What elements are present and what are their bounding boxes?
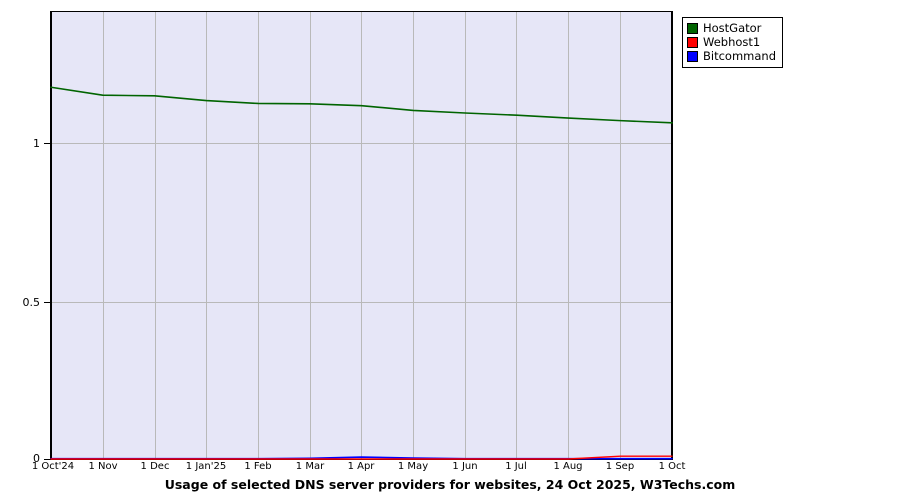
gridline-x-5 bbox=[310, 11, 311, 459]
legend-label-hostgator: HostGator bbox=[703, 20, 762, 35]
legend-swatch-icon-bitcommand bbox=[687, 50, 698, 62]
y-tick-label-1: 1 bbox=[33, 137, 40, 150]
legend: HostGator Webhost1 Bitcommand bbox=[682, 17, 783, 68]
x-tick-label-5: 1 Mar bbox=[295, 461, 325, 472]
legend-item-webhost1[interactable]: Webhost1 bbox=[687, 35, 776, 49]
y-axis-line bbox=[50, 11, 52, 460]
x-tick-label-6: 1 Apr bbox=[347, 461, 375, 472]
gridline-x-4 bbox=[258, 11, 259, 459]
x-tick-label-7: 1 May bbox=[397, 461, 429, 472]
x-tick-label-9: 1 Jul bbox=[505, 461, 527, 472]
legend-label-bitcommand: Bitcommand bbox=[703, 48, 776, 63]
legend-swatch-icon-webhost1 bbox=[687, 36, 698, 48]
x-tick-label-2: 1 Dec bbox=[140, 461, 170, 472]
chart-caption: Usage of selected DNS server providers f… bbox=[164, 477, 736, 492]
x-tick-label-1: 1 Nov bbox=[88, 461, 118, 472]
series-plot-layer bbox=[50, 86, 673, 460]
gridline-x-10 bbox=[568, 11, 569, 459]
y-tick-mark-0-5 bbox=[44, 302, 52, 303]
x-tick-label-4: 1 Feb bbox=[244, 461, 272, 472]
x-tick-label-10: 1 Aug bbox=[553, 461, 583, 472]
gridline-x-7 bbox=[413, 11, 414, 459]
plot-right-border bbox=[671, 11, 673, 460]
series-hostgator bbox=[50, 86, 673, 124]
gridline-x-9 bbox=[516, 11, 517, 459]
gridline-x-2 bbox=[155, 11, 156, 459]
gridline-x-11 bbox=[620, 11, 621, 459]
legend-item-hostgator[interactable]: HostGator bbox=[687, 21, 776, 35]
x-tick-label-11: 1 Sep bbox=[605, 461, 635, 472]
series-webhost1 bbox=[50, 455, 673, 460]
legend-swatch-icon-hostgator bbox=[687, 22, 698, 34]
plot-top-border bbox=[51, 11, 672, 12]
y-tick-mark-1 bbox=[44, 143, 52, 144]
gridline-x-6 bbox=[361, 11, 362, 459]
line-hostgator bbox=[50, 86, 673, 124]
x-tick-label-8: 1 Jun bbox=[452, 461, 478, 472]
y-tick-label-0-5: 0.5 bbox=[22, 296, 41, 309]
legend-item-bitcommand[interactable]: Bitcommand bbox=[687, 49, 776, 63]
x-tick-label-12: 1 Oct bbox=[658, 461, 686, 472]
gridline-x-1 bbox=[103, 11, 104, 459]
line-webhost1 bbox=[50, 455, 673, 460]
x-tick-label-3: 1 Jan'25 bbox=[185, 461, 227, 472]
gridline-x-3 bbox=[206, 11, 207, 459]
legend-label-webhost1: Webhost1 bbox=[703, 34, 761, 49]
y-tick-mark-0 bbox=[44, 459, 52, 460]
gridline-x-8 bbox=[465, 11, 466, 459]
y-tick-label-0: 0 bbox=[33, 452, 40, 465]
x-tick-label-0: 1 Oct'24 bbox=[31, 461, 75, 472]
